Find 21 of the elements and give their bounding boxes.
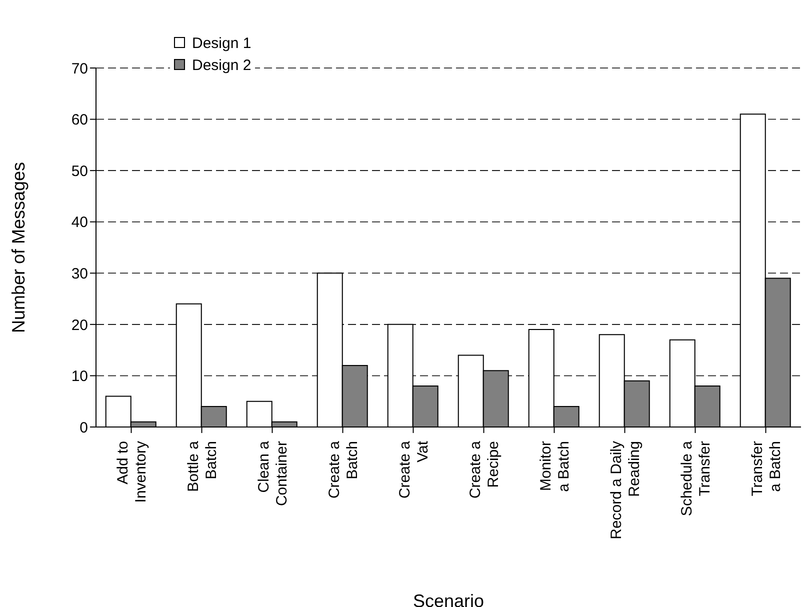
- y-axis-title: Number of Messages: [8, 162, 28, 334]
- x-tick-label: Add to Inventory: [114, 440, 150, 503]
- x-tick-label: Monitor a Batch: [538, 441, 572, 492]
- x-tick-label: Bottle a Batch: [185, 440, 220, 492]
- y-tick-label: 20: [71, 316, 88, 334]
- y-tick-label: 50: [71, 162, 88, 180]
- x-tick-label: Clean a Container: [256, 440, 290, 506]
- y-tick-label: 70: [71, 60, 88, 78]
- x-tick-label: Create a Recipe: [467, 440, 502, 499]
- y-tick-label: 10: [71, 368, 88, 386]
- y-tick-label: 60: [71, 112, 88, 129]
- x-tick-label: Create a Batch: [326, 440, 361, 499]
- x-tick-label: Create a Vat: [396, 440, 432, 499]
- x-tick-label: Transfer a Batch: [749, 441, 784, 496]
- legend-label: Design 1: [192, 34, 252, 52]
- legend-label: Design 2: [192, 56, 252, 74]
- x-tick-label: Schedule a Transfer: [678, 440, 714, 516]
- y-tick-label: 30: [71, 265, 88, 282]
- y-tick-label: 40: [71, 214, 88, 232]
- y-tick-label: 0: [80, 419, 88, 436]
- x-axis-title: Scenario: [412, 591, 484, 607]
